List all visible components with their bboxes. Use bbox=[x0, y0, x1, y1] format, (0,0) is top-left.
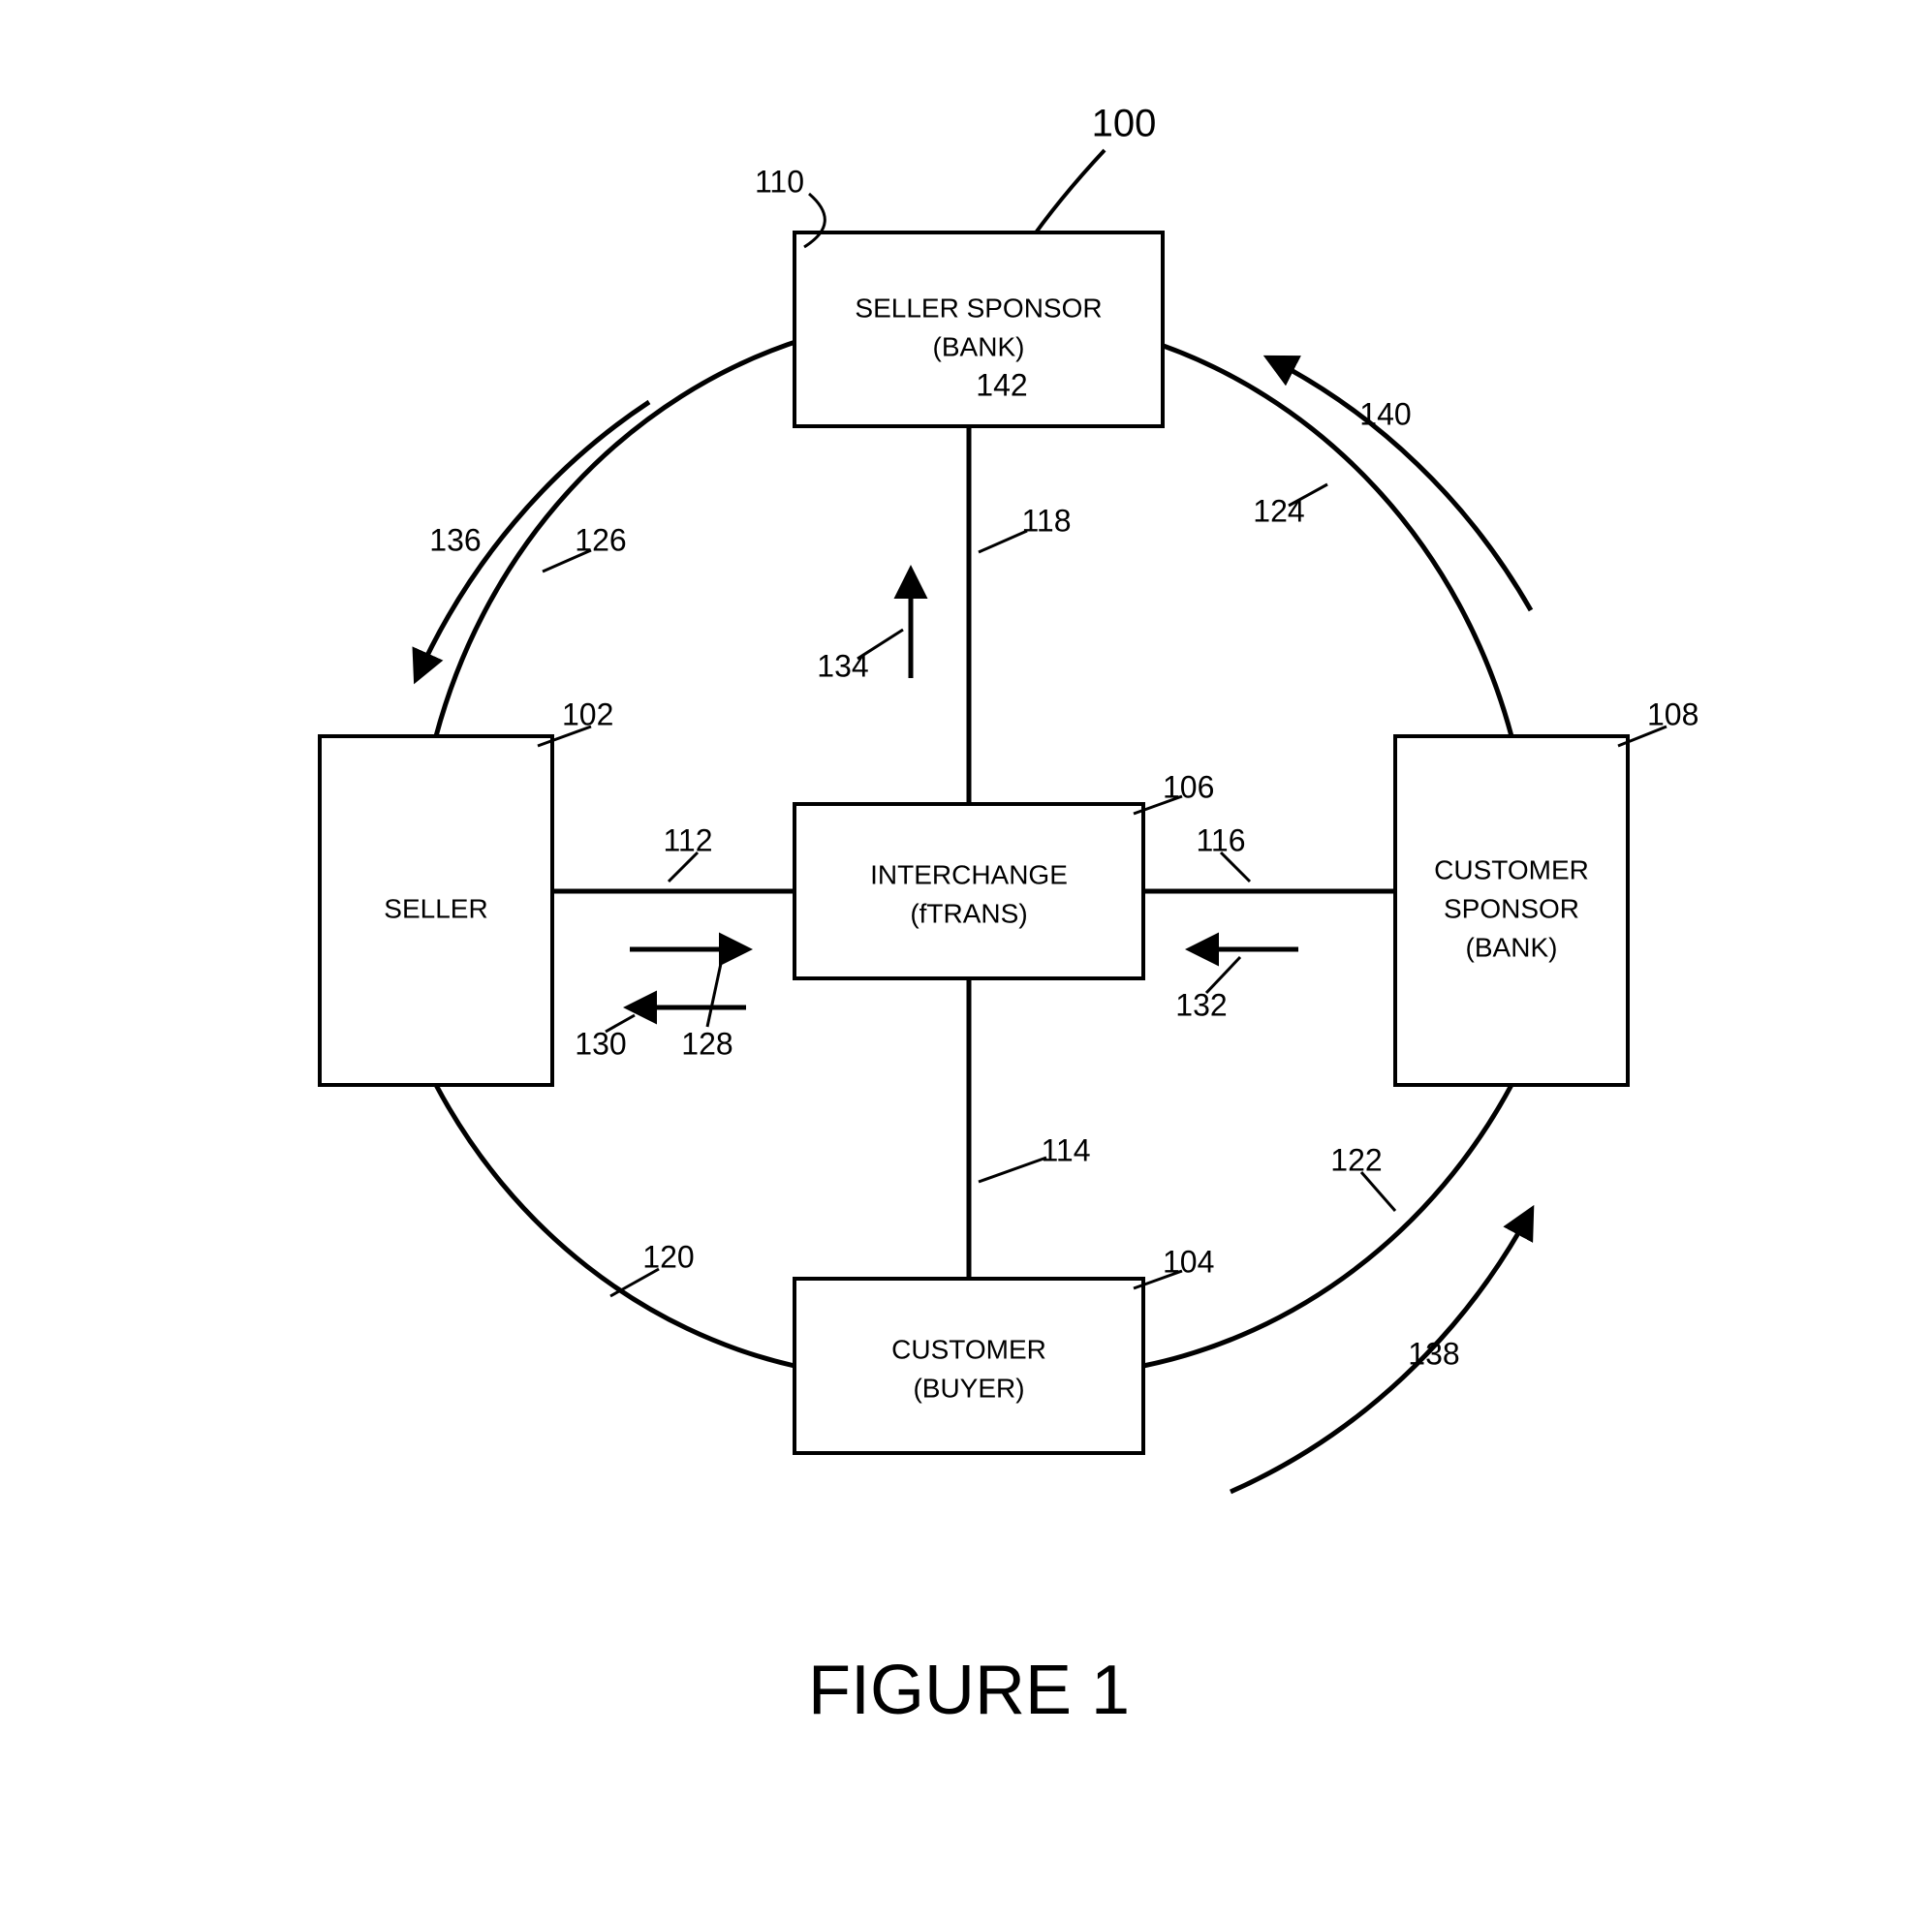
ref-122: 122 bbox=[1330, 1142, 1382, 1177]
customer-sponsor-label-2: SPONSOR bbox=[1444, 893, 1579, 923]
ref-118: 118 bbox=[1021, 503, 1071, 538]
arc-120 bbox=[436, 1085, 795, 1366]
node-interchange: INTERCHANGE (fTRANS) bbox=[795, 804, 1143, 978]
interchange-label-2: (fTRANS) bbox=[910, 898, 1027, 928]
ref-138: 138 bbox=[1408, 1336, 1459, 1371]
ref-100: 100 bbox=[1092, 103, 1157, 145]
ref-110: 110 bbox=[755, 164, 804, 199]
seller-label: SELLER bbox=[384, 893, 487, 923]
diagram-svg: 100 SELLER CUSTOMER SPONSOR (BANK) bbox=[0, 0, 1932, 1919]
ref-124: 124 bbox=[1253, 493, 1304, 528]
arrow-138 bbox=[1231, 1211, 1531, 1492]
ref-136: 136 bbox=[429, 522, 481, 557]
ref-130: 130 bbox=[575, 1026, 626, 1061]
node-customer-sponsor: CUSTOMER SPONSOR (BANK) bbox=[1395, 736, 1628, 1085]
seller-sponsor-label-2: (BANK) bbox=[933, 331, 1025, 361]
ref-112: 112 bbox=[663, 822, 712, 857]
ref-142: 142 bbox=[976, 367, 1027, 402]
ref-126: 126 bbox=[575, 522, 626, 557]
interchange-label-1: INTERCHANGE bbox=[870, 859, 1068, 889]
customer-label-1: CUSTOMER bbox=[891, 1334, 1046, 1364]
ref-128: 128 bbox=[681, 1026, 732, 1061]
ref-140: 140 bbox=[1359, 396, 1411, 431]
node-seller: SELLER bbox=[320, 736, 552, 1085]
ref-120: 120 bbox=[642, 1239, 694, 1274]
node-customer: CUSTOMER (BUYER) bbox=[795, 1279, 1143, 1453]
ref-108: 108 bbox=[1647, 696, 1698, 731]
figure-title: FIGURE 1 bbox=[808, 1652, 1130, 1729]
customer-sponsor-label-3: (BANK) bbox=[1466, 932, 1558, 962]
customer-sponsor-label-1: CUSTOMER bbox=[1434, 854, 1589, 884]
customer-label-2: (BUYER) bbox=[913, 1373, 1024, 1403]
ref-114: 114 bbox=[1041, 1132, 1090, 1167]
seller-sponsor-label-1: SELLER SPONSOR bbox=[855, 293, 1102, 323]
ref-134: 134 bbox=[817, 648, 868, 683]
arc-124 bbox=[1143, 339, 1511, 736]
ref-132: 132 bbox=[1175, 987, 1227, 1022]
